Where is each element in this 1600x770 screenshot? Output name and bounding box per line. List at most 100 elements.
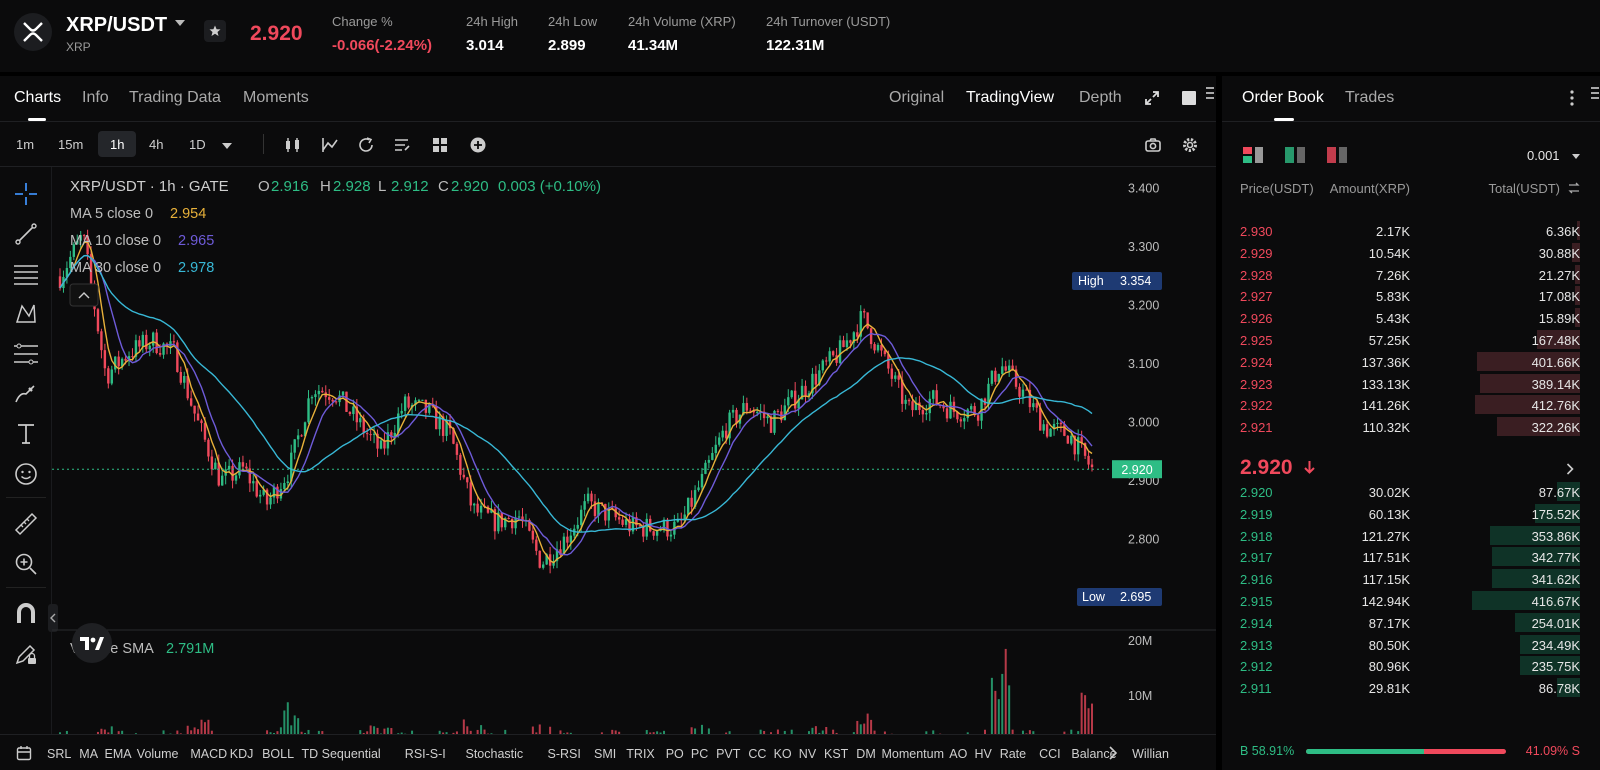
ask-row[interactable]: 2.921 110.32K 322.26K xyxy=(1222,416,1600,437)
collapse-toolbar-chevron-icon[interactable] xyxy=(48,604,58,632)
indicator-25[interactable]: CCI xyxy=(1039,747,1061,761)
ask-row[interactable]: 2.929 10.54K 30.88K xyxy=(1222,242,1600,263)
templates-icon[interactable] xyxy=(393,136,411,159)
layouts-grid-icon[interactable] xyxy=(431,136,449,159)
tab-trading-data[interactable]: Trading Data xyxy=(129,89,221,106)
view-both-icon[interactable] xyxy=(1242,146,1264,169)
indicator-22[interactable]: AO xyxy=(949,747,968,761)
magnet-icon[interactable] xyxy=(12,600,40,628)
bid-row[interactable]: 2.914 87.17K 254.01K xyxy=(1222,612,1600,633)
indicator-14[interactable]: PC xyxy=(690,747,709,761)
indicator-3[interactable]: Volume xyxy=(136,747,179,761)
indicator-5[interactable]: KDJ xyxy=(229,747,254,761)
ask-row[interactable]: 2.923 133.13K 389.14K xyxy=(1222,373,1600,394)
indicator-24[interactable]: Rate xyxy=(999,747,1027,761)
horizontal-lines-icon[interactable] xyxy=(12,260,40,288)
view-bids-icon[interactable] xyxy=(1284,146,1306,169)
ask-row[interactable]: 2.927 5.83K 17.08K xyxy=(1222,285,1600,306)
indicators-icon[interactable] xyxy=(321,136,339,159)
fib-tool-icon[interactable] xyxy=(12,340,40,368)
indicator-21[interactable]: Momentum xyxy=(881,747,945,761)
indicator-11[interactable]: SMI xyxy=(594,747,617,761)
fullscreen-icon[interactable] xyxy=(1144,90,1160,111)
tab-order-book[interactable]: Order Book xyxy=(1242,89,1324,106)
crosshair-icon[interactable] xyxy=(12,180,40,208)
scroll-right-chevron-icon[interactable] xyxy=(1108,745,1118,766)
tradingview-logo-icon[interactable] xyxy=(72,623,112,663)
settings-gear-icon[interactable] xyxy=(1181,136,1199,159)
pattern-icon[interactable] xyxy=(12,300,40,328)
timeframe-15m[interactable]: 15m xyxy=(58,137,84,152)
indicator-4[interactable]: MACD xyxy=(190,747,228,761)
brush-icon[interactable] xyxy=(12,380,40,408)
tab-charts[interactable]: Charts xyxy=(14,89,62,106)
bid-row[interactable]: 2.913 80.50K 234.49K xyxy=(1222,634,1600,655)
indicator-8[interactable]: RSI-S-I xyxy=(404,747,446,761)
timeframe-4h[interactable]: 4h xyxy=(149,137,164,152)
bid-row[interactable]: 2.916 117.15K 341.62K xyxy=(1222,568,1600,589)
indicator-19[interactable]: KST xyxy=(824,747,849,761)
timeframe-dropdown-icon[interactable] xyxy=(222,143,232,149)
timeframe-1d[interactable]: 1D xyxy=(189,137,206,152)
timeframe-1m[interactable]: 1m xyxy=(16,137,35,152)
tab-trades[interactable]: Trades xyxy=(1345,89,1395,106)
trend-line-icon[interactable] xyxy=(12,220,40,248)
bid-row[interactable]: 2.920 30.02K 87.67K xyxy=(1222,481,1600,502)
pair-name[interactable]: XRP/USDT xyxy=(66,14,168,36)
camera-icon[interactable] xyxy=(1144,136,1162,159)
tab-original[interactable]: Original xyxy=(889,89,945,106)
bid-row[interactable]: 2.917 117.51K 342.77K xyxy=(1222,546,1600,567)
indicator-2[interactable]: EMA xyxy=(104,747,132,761)
text-tool-icon[interactable] xyxy=(12,420,40,448)
candle-type-icon[interactable] xyxy=(284,136,302,159)
indicator-16[interactable]: CC xyxy=(748,747,767,761)
indicator-13[interactable]: PO xyxy=(665,747,684,761)
precision-dropdown-icon[interactable] xyxy=(1572,154,1580,159)
indicator-20[interactable]: DM xyxy=(856,747,876,761)
precision-select[interactable]: 0.001 xyxy=(1527,148,1560,163)
collapse-legend-icon[interactable] xyxy=(69,283,99,307)
mid-price-chevron-icon[interactable] xyxy=(1566,462,1574,480)
panel-menu-icon[interactable] xyxy=(1205,86,1215,105)
ask-row[interactable]: 2.928 7.26K 21.27K xyxy=(1222,264,1600,285)
tab-moments[interactable]: Moments xyxy=(243,89,309,106)
indicator-18[interactable]: NV xyxy=(798,747,817,761)
ask-row[interactable]: 2.922 141.26K 412.76K xyxy=(1222,394,1600,415)
emoji-icon[interactable] xyxy=(12,460,40,488)
indicator-15[interactable]: PVT xyxy=(716,747,741,761)
bid-row[interactable]: 2.919 60.13K 175.52K xyxy=(1222,503,1600,524)
bid-row[interactable]: 2.911 29.81K 86.78K xyxy=(1222,677,1600,698)
tab-depth[interactable]: Depth xyxy=(1079,89,1122,106)
ask-row[interactable]: 2.924 137.36K 401.66K xyxy=(1222,351,1600,372)
layout-square-icon[interactable] xyxy=(1182,91,1196,105)
indicator-12[interactable]: TRIX xyxy=(626,747,655,761)
bid-row[interactable]: 2.915 142.94K 416.67K xyxy=(1222,590,1600,611)
ask-row[interactable]: 2.930 2.17K 6.36K xyxy=(1222,220,1600,241)
more-options-icon[interactable] xyxy=(1570,90,1574,111)
zoom-in-icon[interactable] xyxy=(12,550,40,578)
lock-drawings-icon[interactable] xyxy=(12,640,40,668)
favorite-star-icon[interactable] xyxy=(204,20,226,42)
view-asks-icon[interactable] xyxy=(1326,146,1348,169)
toggle-total-icon[interactable] xyxy=(1568,181,1580,199)
indicator-0[interactable]: SRL xyxy=(47,747,72,761)
indicator-23[interactable]: HV xyxy=(974,747,992,761)
tab-tradingview[interactable]: TradingView xyxy=(966,89,1055,106)
bid-row[interactable]: 2.912 80.96K 235.75K xyxy=(1222,655,1600,676)
indicator-6[interactable]: BOLL xyxy=(262,747,295,761)
calendar-icon[interactable] xyxy=(16,745,32,766)
bid-row[interactable]: 2.918 121.27K 353.86K xyxy=(1222,525,1600,546)
indicator-17[interactable]: KO xyxy=(773,747,792,761)
timeframe-1h[interactable]: 1h xyxy=(110,137,125,152)
indicator-26[interactable]: Balance xyxy=(1071,747,1117,761)
panel-menu-icon[interactable] xyxy=(1590,86,1600,105)
ruler-icon[interactable] xyxy=(12,510,40,538)
indicator-10[interactable]: S-RSI xyxy=(547,747,581,761)
indicator-1[interactable]: MA xyxy=(79,747,99,761)
tab-info[interactable]: Info xyxy=(82,89,109,106)
indicator-27[interactable]: Willian xyxy=(1132,747,1169,761)
ask-row[interactable]: 2.926 5.43K 15.89K xyxy=(1222,307,1600,328)
replay-icon[interactable] xyxy=(357,136,375,159)
pair-dropdown-caret-icon[interactable] xyxy=(175,20,185,26)
indicator-7[interactable]: TD Sequential xyxy=(301,747,381,761)
